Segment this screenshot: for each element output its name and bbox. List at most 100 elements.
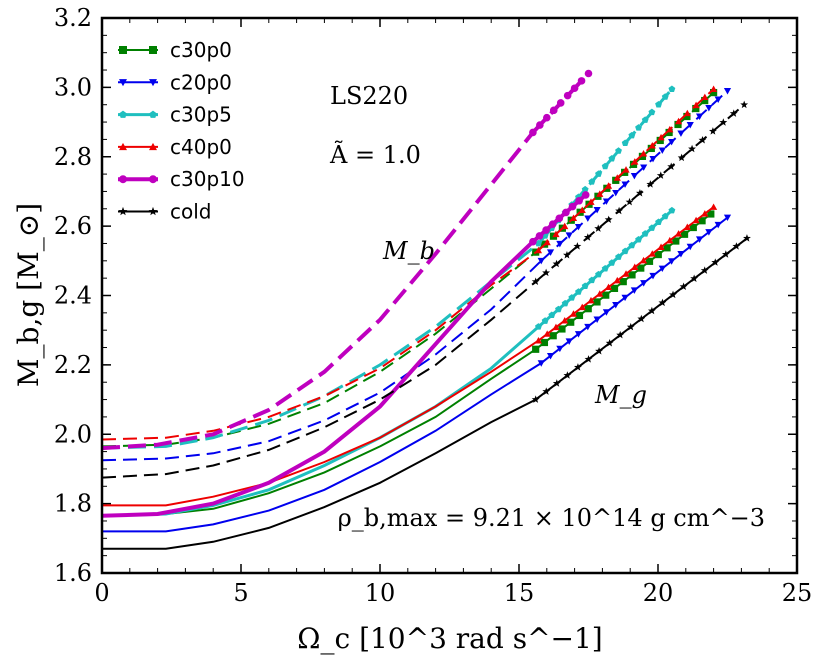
data-marker (613, 174, 621, 181)
data-marker (667, 162, 676, 170)
data-marker (625, 197, 634, 206)
data-marker (578, 303, 586, 311)
data-marker (548, 220, 557, 228)
data-marker (542, 268, 551, 277)
data-marker (616, 330, 625, 339)
data-marker (563, 91, 572, 100)
x-tick-labels: 0 5 10 15 20 25 (94, 579, 812, 607)
data-marker (148, 206, 158, 216)
data-marker (568, 294, 576, 301)
legend-item-c30p5: c30p5 (118, 103, 232, 127)
mg-curve-c20p0 (102, 362, 542, 533)
data-marker (556, 240, 564, 248)
data-marker (683, 112, 691, 121)
data-marker (707, 210, 715, 218)
data-marker (701, 210, 709, 217)
data-marker (635, 235, 642, 243)
y-tick-label: 2.6 (54, 212, 92, 240)
legend-item-cold: cold (118, 200, 211, 224)
data-marker (683, 109, 691, 117)
data-marker (608, 259, 616, 266)
data-marker (119, 110, 127, 118)
mg-curve-c30p10 (102, 240, 535, 518)
mb-curve-cold (102, 280, 537, 479)
data-marker (657, 243, 665, 250)
data-marker (535, 323, 542, 330)
legend-item-c20p0: c20p0 (118, 70, 232, 94)
data-marker (692, 104, 700, 113)
legend: c30p0 c20p0 c30p5 c40p0 c30p10 cold (118, 38, 245, 224)
mg-label: M_g (594, 381, 647, 409)
data-marker (705, 229, 713, 236)
data-marker (119, 175, 127, 184)
data-marker (612, 301, 620, 309)
data-marker (723, 87, 732, 95)
data-marker (543, 330, 551, 337)
legend-item-c30p0: c30p0 (118, 38, 232, 62)
data-marker (665, 128, 673, 137)
data-marker (645, 257, 654, 265)
data-marker (535, 239, 542, 247)
data-marker (714, 221, 722, 229)
data-marker (689, 223, 697, 232)
data-marker (631, 263, 639, 271)
data-marker (619, 278, 627, 286)
data-marker (621, 139, 629, 147)
data-marker (679, 282, 688, 291)
data-marker (555, 305, 562, 313)
data-marker (596, 190, 604, 197)
data-marker (584, 355, 593, 363)
series-c20p0 (102, 87, 732, 533)
data-marker (686, 121, 694, 129)
data-marker (595, 270, 602, 278)
data-marker (655, 100, 662, 108)
data-marker (637, 314, 646, 323)
data-marker (561, 316, 569, 324)
data-marker (641, 116, 649, 123)
data-marker (729, 109, 738, 117)
data-marker (540, 338, 549, 347)
data-marker (549, 332, 557, 340)
data-marker (686, 243, 694, 251)
y-tick-labels: 1.6 1.8 2.0 2.2 2.4 2.6 2.8 3.0 3.2 (54, 4, 92, 587)
data-marker (119, 142, 127, 151)
data-marker (578, 206, 586, 213)
data-marker (640, 280, 648, 287)
data-marker (695, 113, 704, 120)
data-marker (700, 266, 709, 274)
mb-curve-c20p0 (102, 260, 542, 462)
data-marker (588, 276, 596, 284)
data-marker (602, 291, 610, 299)
data-marker (149, 142, 157, 151)
data-marker (541, 317, 549, 324)
data-marker (602, 198, 611, 205)
data-marker (552, 230, 560, 238)
data-marker (594, 224, 603, 232)
data-marker (575, 311, 584, 320)
mb-curve-c30p0 (102, 251, 537, 448)
data-marker (668, 85, 676, 93)
data-marker (658, 147, 666, 154)
data-marker (548, 311, 556, 319)
legend-item-c30p10: c30p10 (118, 167, 245, 191)
data-marker (534, 246, 543, 254)
axis-ticks (101, 17, 798, 574)
data-marker (680, 230, 689, 238)
data-marker (534, 336, 543, 344)
y-tick-label: 2.8 (54, 143, 92, 171)
data-marker (654, 250, 662, 259)
data-marker (635, 124, 642, 131)
data-marker (663, 244, 671, 252)
data-marker (621, 247, 629, 255)
data-marker (581, 282, 589, 289)
data-marker (552, 323, 560, 331)
data-marker (529, 128, 537, 137)
data-marker (569, 310, 578, 317)
data-marker (546, 249, 555, 256)
data-marker (708, 127, 717, 135)
data-marker (584, 305, 592, 313)
data-marker (561, 222, 569, 230)
data-marker (668, 138, 676, 146)
data-marker (622, 166, 630, 173)
